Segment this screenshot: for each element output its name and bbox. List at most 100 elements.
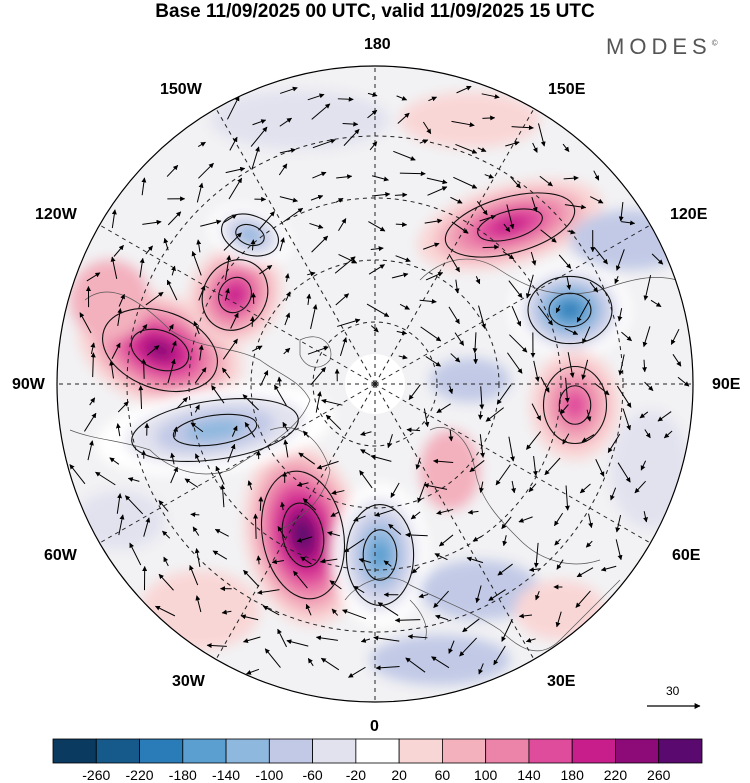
wind-vector <box>253 513 259 539</box>
wind-vector <box>330 511 339 517</box>
wind-vector <box>367 92 378 98</box>
wind-vector <box>141 358 147 379</box>
wind-vector <box>250 126 268 147</box>
lon-label-90w: 90W <box>12 376 45 393</box>
wind-vector <box>508 280 523 299</box>
meridian-line <box>374 218 662 385</box>
wind-vector <box>672 354 682 367</box>
wind-vector <box>618 202 624 222</box>
wind-vector <box>206 643 227 649</box>
wind-vector <box>419 298 437 304</box>
wind-vector <box>644 429 651 439</box>
wind-vector <box>184 478 199 488</box>
wind-vector <box>560 404 569 415</box>
wind-vector <box>533 360 540 382</box>
wind-vector <box>533 542 539 568</box>
wind-vector <box>369 141 378 151</box>
wind-vector <box>450 353 461 363</box>
height-contour <box>218 276 252 314</box>
wind-vector <box>641 359 647 373</box>
wind-vector <box>109 360 115 379</box>
height-contour <box>221 213 279 257</box>
wind-vector <box>252 119 267 126</box>
wind-vector <box>310 304 318 330</box>
wind-vector <box>145 291 164 306</box>
wind-vector <box>118 293 125 307</box>
wind-vector <box>501 618 513 642</box>
wind-vector <box>677 376 690 387</box>
meridian-line <box>88 218 376 385</box>
wind-vector <box>448 640 455 654</box>
wind-vector <box>212 550 228 560</box>
wind-vector <box>479 481 484 493</box>
meridian-line <box>209 97 376 385</box>
wind-vector <box>264 648 281 668</box>
wind-vector <box>215 465 225 485</box>
wind-vector <box>240 614 259 621</box>
wind-vector <box>493 645 506 666</box>
wind-vector <box>505 140 520 147</box>
wind-vector <box>556 559 564 570</box>
wind-vector <box>227 95 240 120</box>
wind-vector <box>277 376 283 387</box>
wind-vector <box>271 559 284 565</box>
wind-vector <box>221 367 231 379</box>
wind-vector <box>170 452 176 465</box>
wind-vector <box>306 293 312 305</box>
height-contour <box>131 398 299 462</box>
wind-vector <box>579 483 591 494</box>
wind-vector <box>247 480 253 490</box>
wind-vector <box>566 276 572 290</box>
wind-vector <box>451 221 469 234</box>
wind-vector <box>225 166 246 174</box>
height-contour <box>548 292 592 328</box>
colorbar-tick-label: -140 <box>212 767 241 783</box>
wind-vector <box>518 613 533 619</box>
wind-vector <box>336 174 353 180</box>
wind-vector <box>509 334 528 353</box>
wind-vector <box>563 175 579 181</box>
wind-vector <box>420 326 442 342</box>
wind-vector <box>334 256 356 274</box>
lon-label-150w: 150W <box>160 81 202 98</box>
wind-vector <box>594 247 608 265</box>
wind-vector <box>194 367 207 384</box>
wind-vector <box>360 449 371 456</box>
wind-vector <box>614 275 620 285</box>
wind-vector <box>593 170 600 181</box>
wind-vector <box>310 194 324 201</box>
wind-vector <box>456 85 472 94</box>
wind-vector <box>111 342 121 360</box>
wind-vector <box>360 431 372 437</box>
wind-vector <box>158 500 169 512</box>
wind-vector <box>450 196 463 204</box>
height-contour <box>527 275 613 345</box>
wind-vector <box>279 86 298 94</box>
wind-vector <box>368 221 386 232</box>
wind-vector <box>448 429 454 442</box>
latitude-circle <box>312 321 438 447</box>
wind-vector <box>455 143 478 154</box>
wind-vector <box>423 483 448 490</box>
wind-vector <box>244 422 256 438</box>
wind-vector <box>663 430 673 439</box>
wind-vector <box>166 279 178 301</box>
wind-vector <box>329 580 342 590</box>
wind-vector <box>651 253 664 265</box>
wind-vector <box>154 605 176 617</box>
wind-vector <box>621 331 632 342</box>
wind-vector <box>495 464 511 486</box>
wind-vector <box>220 484 226 508</box>
wind-vector <box>377 602 399 616</box>
wind-vector <box>617 462 631 483</box>
colorbar-swatch <box>528 738 573 764</box>
chart-title: Base 11/09/2025 00 UTC, valid 11/09/2025… <box>155 1 595 22</box>
height-contour <box>281 502 325 568</box>
wind-vector <box>167 358 176 384</box>
wind-vector <box>224 254 232 281</box>
meridian-line <box>88 383 376 550</box>
colorbar-swatch <box>571 738 616 764</box>
wind-vector <box>307 657 314 667</box>
positive-center-alaska <box>225 284 245 306</box>
lon-label-120w: 120W <box>35 206 77 223</box>
